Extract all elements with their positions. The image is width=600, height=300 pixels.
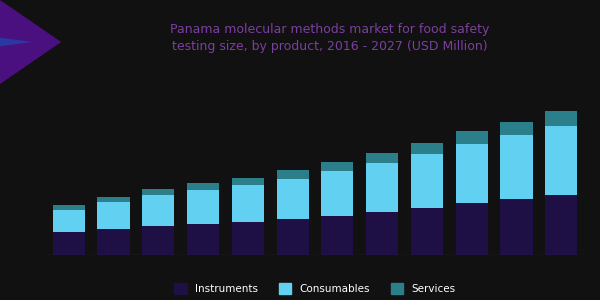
Bar [277, 219, 309, 255]
Bar [455, 144, 488, 203]
Bar [232, 185, 264, 222]
Text: Panama molecular methods market for food safety
testing size, by product, 2016 -: Panama molecular methods market for food… [170, 23, 490, 53]
Bar [232, 178, 264, 185]
Bar [366, 153, 398, 163]
Bar [97, 229, 130, 255]
Bar [366, 163, 398, 212]
Bar [411, 142, 443, 154]
Bar [411, 154, 443, 208]
Bar [500, 135, 533, 199]
Bar [321, 162, 353, 171]
Bar [277, 179, 309, 219]
Bar [142, 195, 175, 226]
Bar [545, 195, 577, 255]
Bar [187, 183, 219, 190]
Bar [97, 202, 130, 229]
Bar [411, 208, 443, 255]
Bar [366, 212, 398, 255]
Bar [142, 226, 175, 255]
Bar [455, 203, 488, 255]
Bar [97, 197, 130, 203]
Polygon shape [0, 38, 32, 46]
Bar [277, 170, 309, 179]
Bar [53, 206, 85, 210]
Bar [232, 222, 264, 255]
Bar [545, 126, 577, 195]
Bar [545, 111, 577, 126]
Bar [142, 189, 175, 195]
Bar [53, 232, 85, 255]
Polygon shape [0, 0, 61, 84]
Bar [187, 190, 219, 224]
Bar [321, 171, 353, 216]
Bar [500, 199, 533, 255]
Bar [187, 224, 219, 255]
Bar [321, 216, 353, 255]
Bar [455, 131, 488, 144]
Legend: Instruments, Consumables, Services: Instruments, Consumables, Services [170, 279, 460, 298]
Bar [500, 122, 533, 135]
Bar [53, 210, 85, 232]
